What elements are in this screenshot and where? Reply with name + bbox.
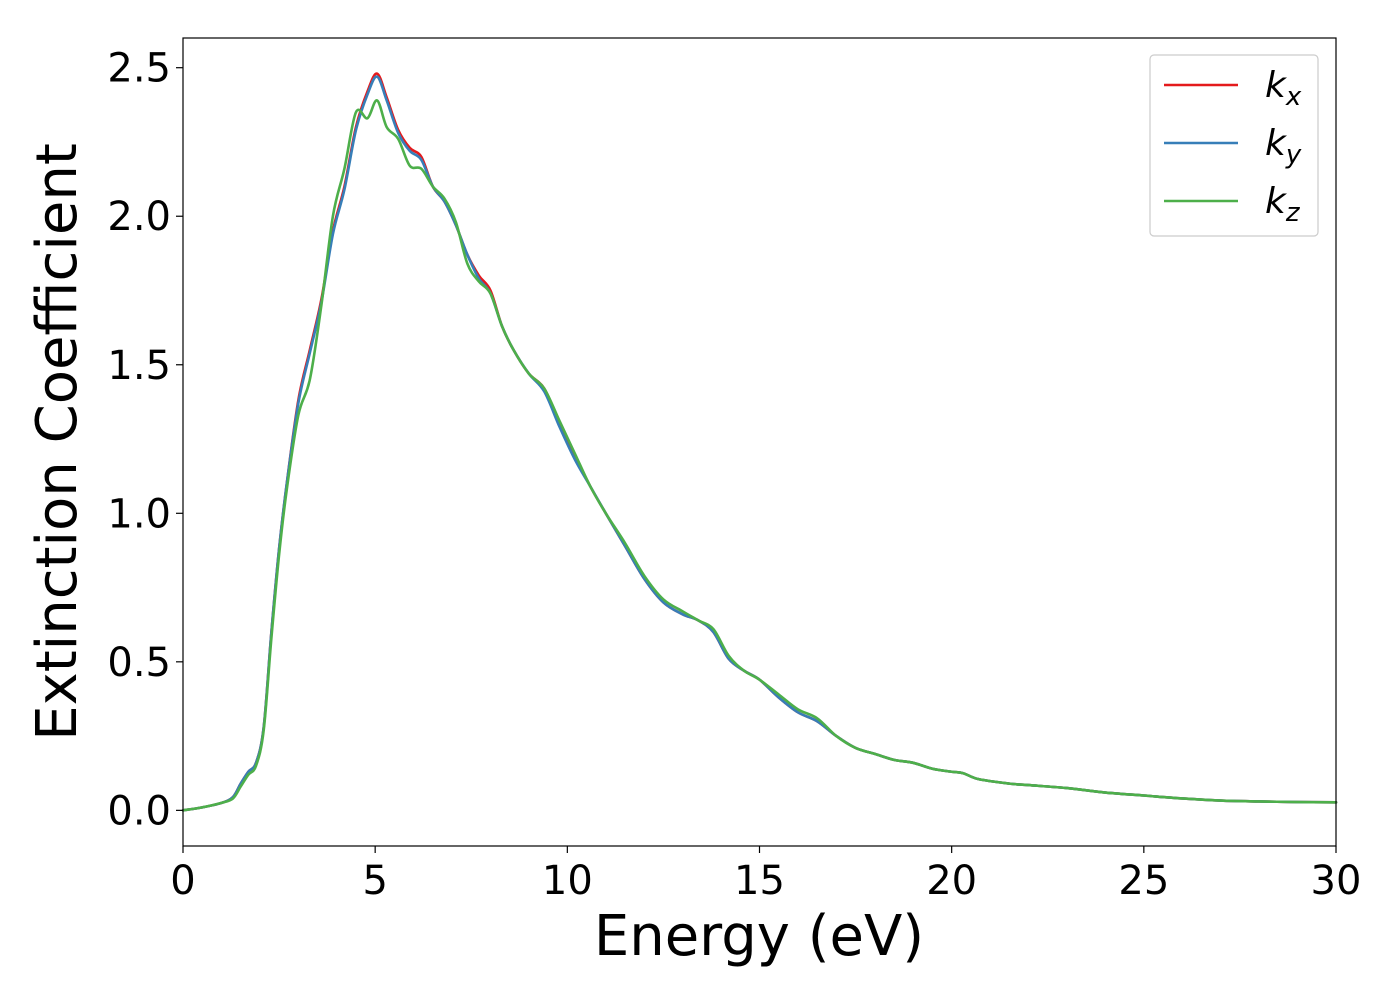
- x-tick-label: 0: [170, 858, 195, 904]
- x-tick-label: 30: [1311, 858, 1362, 904]
- y-tick-label: 0.5: [107, 640, 171, 686]
- y-tick-label: 2.5: [107, 46, 171, 92]
- x-tick-label: 5: [362, 858, 387, 904]
- x-axis-title: Energy (eV): [594, 904, 924, 969]
- legend-box: [1149, 54, 1319, 237]
- series-line-kz: [181, 99, 1338, 812]
- x-tick-label: 15: [734, 858, 785, 904]
- y-axis-title: Extinction Coefficient: [25, 143, 90, 741]
- x-tick-label: 10: [542, 858, 593, 904]
- legend-label-kx: kx: [1265, 65, 1302, 112]
- y-tick-label: 2.0: [107, 194, 171, 240]
- series-layer: [181, 72, 1338, 812]
- x-axis: 0 5 10 15 20 25 30: [170, 846, 1361, 904]
- y-tick-label: 1.5: [107, 343, 171, 389]
- x-tick-label: 25: [1118, 858, 1169, 904]
- legend-label-ky: ky: [1265, 123, 1302, 170]
- y-axis: 0.0 0.5 1.0 1.5 2.0 2.5: [107, 46, 183, 834]
- legend-label-kz: kz: [1265, 181, 1301, 228]
- y-tick-label: 0.0: [107, 788, 171, 834]
- legend: kx ky kz: [1149, 54, 1319, 237]
- x-tick-label: 20: [926, 858, 977, 904]
- y-tick-label: 1.0: [107, 491, 171, 537]
